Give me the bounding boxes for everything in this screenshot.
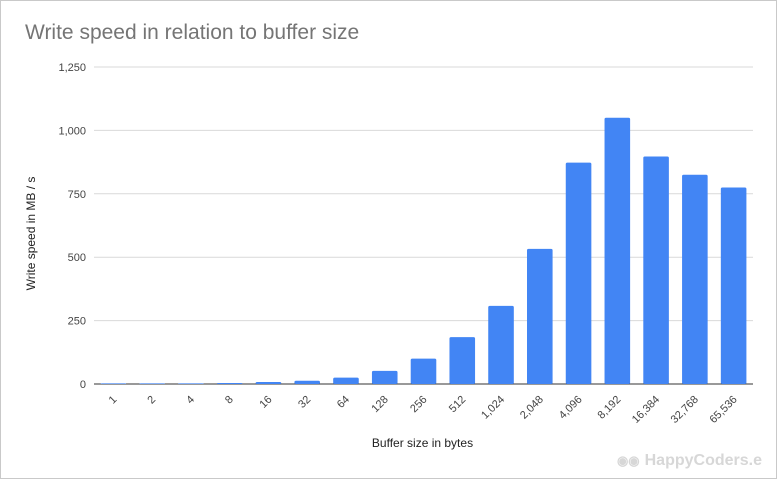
bar [216, 382, 243, 384]
bar [527, 248, 553, 384]
x-tick-label: 64 [335, 394, 352, 411]
x-tick-label: 4 [184, 394, 197, 407]
bar [720, 187, 747, 384]
x-tick-label: 128 [369, 394, 390, 415]
bar [604, 117, 631, 384]
bar [449, 337, 476, 384]
x-tick-label: 65,536 [707, 394, 739, 426]
y-tick-label: 1,000 [58, 125, 86, 137]
y-tick-label: 0 [80, 379, 86, 391]
x-tick-label: 2,048 [518, 394, 546, 422]
bar [139, 383, 165, 384]
x-tick-label: 8 [223, 394, 236, 407]
y-tick-label: 500 [68, 252, 86, 264]
x-tick-label: 2 [145, 394, 158, 407]
watermark: ◉◉ HappyCoders.e [617, 452, 762, 470]
bar [255, 381, 282, 384]
bar [333, 377, 359, 384]
x-tick-label: 32 [296, 394, 313, 411]
bar [371, 370, 398, 384]
x-axis-label: Buffer size in bytes [372, 436, 473, 450]
bar [565, 162, 592, 384]
x-tick-label: 1,024 [479, 394, 507, 422]
x-tick-label: 32,768 [669, 394, 701, 426]
bar [178, 383, 204, 384]
y-axis-label: Write speed in MB / s [24, 177, 38, 291]
x-tick-label: 1 [107, 394, 120, 407]
x-tick-label: 256 [408, 394, 429, 415]
y-tick-label: 1,250 [58, 62, 86, 74]
watermark-text: HappyCoders.e [644, 452, 762, 469]
bar [100, 383, 127, 384]
x-tick-label: 16,384 [630, 394, 662, 426]
x-tick-label: 8,192 [595, 394, 623, 422]
bar [643, 156, 669, 384]
chart-title: Write speed in relation to buffer size [25, 21, 360, 44]
x-tick-label: 4,096 [557, 394, 585, 422]
x-tick-label: 16 [257, 394, 274, 411]
bar [488, 305, 514, 384]
y-tick-label: 750 [68, 189, 86, 201]
bar [682, 174, 708, 384]
bar [294, 380, 320, 384]
glasses-face-icon: ◉◉ [616, 453, 640, 468]
bar [410, 358, 437, 384]
y-tick-label: 250 [68, 316, 86, 328]
x-tick-label: 512 [447, 394, 468, 415]
